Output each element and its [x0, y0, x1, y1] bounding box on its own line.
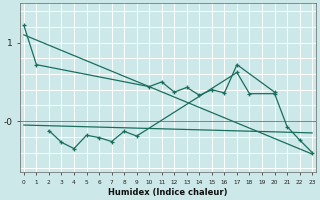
X-axis label: Humidex (Indice chaleur): Humidex (Indice chaleur)	[108, 188, 228, 197]
